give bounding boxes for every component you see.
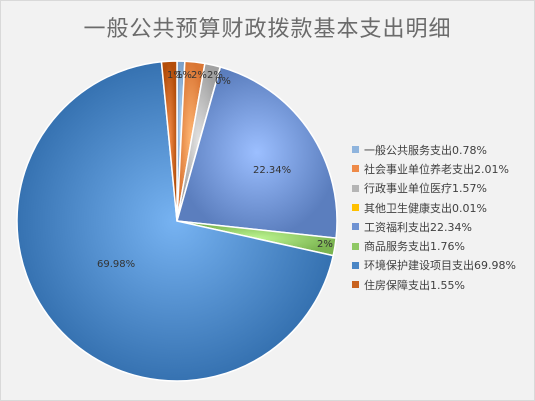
legend-swatch xyxy=(352,146,359,154)
legend-swatch xyxy=(352,261,359,269)
pie-slice xyxy=(16,60,335,382)
slice-data-label: 1% xyxy=(167,70,183,81)
legend-item: 工资福利支出22.34% xyxy=(352,217,534,236)
legend-label: 社会事业单位养老支出2.01% xyxy=(364,162,509,176)
slice-data-label: 2% xyxy=(191,70,207,81)
slice-data-label: 22.34% xyxy=(253,165,291,176)
legend-swatch xyxy=(352,184,359,192)
legend-swatch xyxy=(352,281,359,289)
legend-label: 行政事业单位医疗1.57% xyxy=(364,182,487,196)
legend-item: 环境保护建设项目支出69.98% xyxy=(352,256,534,275)
legend-item: 行政事业单位医疗1.57% xyxy=(352,179,534,198)
legend-swatch xyxy=(352,223,359,231)
legend-swatch xyxy=(352,204,359,212)
legend-label: 商品服务支出1.76% xyxy=(364,240,465,254)
legend-label: 环境保护建设项目支出69.98% xyxy=(364,259,516,273)
legend-label: 住房保障支出1.55% xyxy=(364,278,465,292)
legend-label: 一般公共服务支出0.78% xyxy=(364,143,487,157)
legend-item: 社会事业单位养老支出2.01% xyxy=(352,159,534,178)
legend-item: 住房保障支出1.55% xyxy=(352,275,534,294)
slice-data-label: 69.98% xyxy=(97,259,135,270)
chart-legend: 一般公共服务支出0.78% 社会事业单位养老支出2.01% 行政事业单位医疗1.57… xyxy=(352,140,534,294)
pie-slice xyxy=(160,60,178,222)
slice-data-label: 0% xyxy=(215,76,231,87)
legend-label: 其他卫生健康支出0.01% xyxy=(364,201,487,215)
legend-item: 一般公共服务支出0.78% xyxy=(352,140,534,159)
legend-swatch xyxy=(352,242,359,250)
slice-data-label: 2% xyxy=(317,239,333,250)
pie-slice xyxy=(176,66,338,239)
slice-data-label: 1% xyxy=(176,70,192,81)
legend-item: 商品服务支出1.76% xyxy=(352,236,534,255)
legend-label: 工资福利支出22.34% xyxy=(364,220,472,234)
legend-item: 其他卫生健康支出0.01% xyxy=(352,198,534,217)
slice-data-label: 2% xyxy=(207,70,223,81)
chart-title: 一般公共预算财政拨款基本支出明细 xyxy=(83,17,452,42)
legend-swatch xyxy=(352,165,359,173)
